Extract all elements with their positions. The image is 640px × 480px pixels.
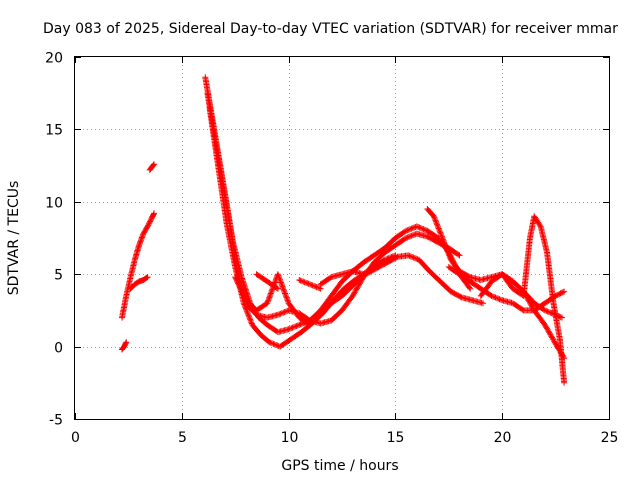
chart-title: Day 083 of 2025, Sidereal Day-to-day VTE… [43, 21, 618, 37]
data-point-markers [119, 339, 130, 353]
series-segment-2f [296, 277, 324, 292]
data-point-markers [127, 274, 151, 292]
data-point-markers [477, 213, 568, 386]
data-point-markers [317, 268, 367, 288]
y-tick-label: 0 [54, 341, 63, 357]
series-segment-2d [232, 252, 399, 328]
x-tick-label: 10 [281, 430, 299, 446]
y-tick-label: -5 [49, 413, 63, 429]
x-axis-label: GPS time / hours [281, 458, 398, 474]
plot-frame [74, 56, 610, 420]
data-point-markers [499, 271, 568, 362]
x-tick-label: 15 [387, 430, 405, 446]
data-point-markers [296, 277, 324, 292]
x-tick-label: 0 [71, 430, 80, 446]
y-tick-label: 10 [45, 196, 63, 212]
series-segment-2c [206, 104, 486, 350]
series-segment-3d [499, 271, 568, 362]
x-tick-label: 5 [178, 430, 187, 446]
series-segment-1a [119, 339, 130, 353]
series-segment-1c [127, 274, 151, 292]
y-tick-label: 20 [45, 51, 63, 67]
data-point-markers [119, 210, 157, 321]
x-tick-label: 20 [494, 430, 512, 446]
series-segment-2e [253, 271, 281, 292]
axis-ticks: 0 5 10 15 20 25 -5 0 5 10 15 20 [45, 51, 618, 447]
grid [75, 57, 609, 419]
series-segment-3c [477, 213, 568, 386]
y-tick-label: 5 [54, 268, 63, 284]
data-point-markers [206, 104, 486, 350]
y-axis-label: SDTVAR / TECUs [6, 181, 22, 296]
data-points [119, 74, 568, 386]
series-segment-2g [317, 268, 367, 288]
y-tick-label: 15 [45, 123, 63, 139]
data-point-markers [253, 271, 281, 292]
x-tick-label: 25 [601, 430, 619, 446]
series-segment-1d [146, 161, 157, 173]
data-point-markers [232, 252, 399, 328]
series-segment-1b [119, 210, 157, 321]
data-point-markers [146, 161, 157, 173]
